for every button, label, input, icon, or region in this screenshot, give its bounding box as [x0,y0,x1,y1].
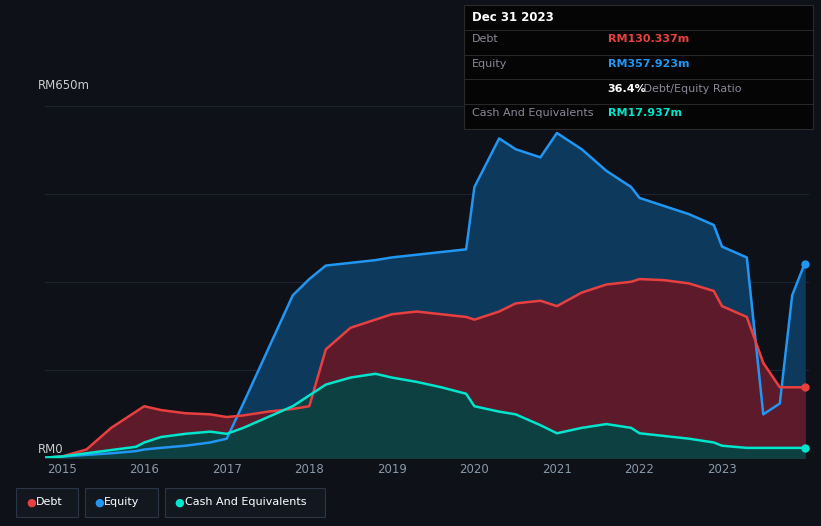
Text: RM17.937m: RM17.937m [608,108,681,118]
Text: Equity: Equity [472,59,507,69]
Text: Equity: Equity [104,497,140,508]
Text: RM357.923m: RM357.923m [608,59,689,69]
Text: RM130.337m: RM130.337m [608,34,689,44]
Text: Debt/Equity Ratio: Debt/Equity Ratio [640,84,742,94]
Text: Debt: Debt [472,34,499,44]
Text: Dec 31 2023: Dec 31 2023 [472,11,554,24]
Text: RM0: RM0 [38,443,63,456]
Text: ●: ● [94,497,104,508]
Text: Debt: Debt [36,497,63,508]
Text: 36.4%: 36.4% [608,84,646,94]
Text: Cash And Equivalents: Cash And Equivalents [472,108,594,118]
Text: ●: ● [175,497,185,508]
Text: Cash And Equivalents: Cash And Equivalents [185,497,306,508]
Text: ●: ● [26,497,36,508]
Text: RM650m: RM650m [38,79,89,92]
